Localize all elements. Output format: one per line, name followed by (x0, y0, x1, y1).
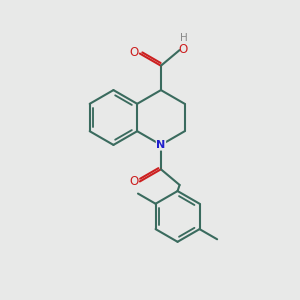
Text: O: O (129, 46, 138, 59)
Text: H: H (180, 33, 188, 43)
Text: O: O (129, 175, 138, 188)
Text: N: N (156, 140, 166, 150)
Text: O: O (178, 43, 187, 56)
